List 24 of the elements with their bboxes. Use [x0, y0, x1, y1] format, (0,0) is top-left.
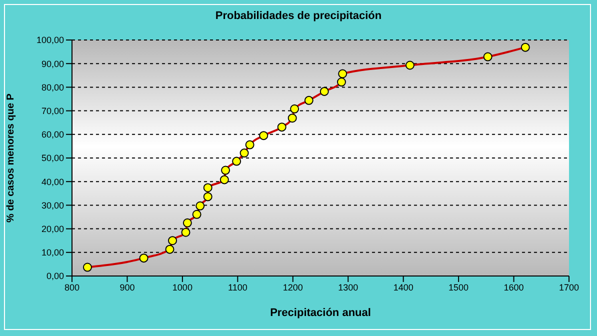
y-tick-label: 80,00 — [41, 82, 64, 92]
x-tick-label: 1600 — [504, 282, 524, 292]
x-tick-label: 1400 — [393, 282, 414, 292]
x-tick-label: 1300 — [338, 282, 358, 292]
y-tick-label: 60,00 — [41, 130, 64, 140]
y-axis-title: % de casos menores que P — [6, 93, 17, 222]
x-tick-label: 1100 — [228, 282, 248, 292]
y-tick-label: 30,00 — [41, 200, 64, 210]
y-tick-label: 0,00 — [46, 271, 64, 282]
y-tick-label: 40,00 — [41, 176, 64, 187]
y-tick-label: 20,00 — [41, 224, 64, 234]
x-axis-title: Precipitación anual — [270, 307, 371, 319]
x-tick-label: 800 — [64, 282, 80, 292]
y-tick-label: 90,00 — [41, 58, 64, 69]
x-tick-label: 1200 — [282, 282, 303, 292]
y-tick-label: 70,00 — [41, 106, 64, 116]
y-tick-label: 50,00 — [41, 153, 64, 164]
x-tick-label: 1000 — [172, 282, 192, 292]
chart-title: Probabilidades de precipitación — [214, 10, 383, 22]
y-tick-label: 100,00 — [36, 35, 64, 46]
x-tick-label: 900 — [120, 282, 135, 292]
y-tick-label: 10,00 — [41, 248, 64, 258]
x-tick-label: 1500 — [448, 282, 469, 292]
x-tick-label: 1700 — [558, 282, 580, 292]
